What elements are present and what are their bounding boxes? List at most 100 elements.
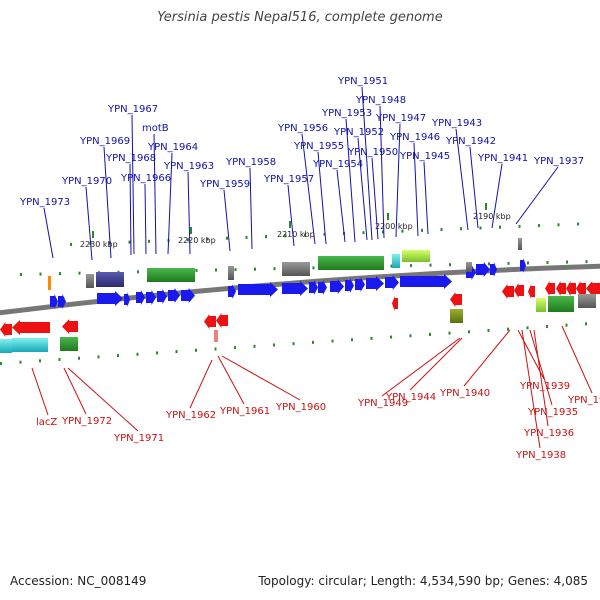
gene-label-top: YPN_1954 <box>312 159 363 170</box>
forward-gene-arrow <box>385 275 399 290</box>
bottom-tick <box>19 360 22 364</box>
scale-tick <box>387 213 389 220</box>
bottom-tick <box>78 356 80 360</box>
bottom-tick <box>468 330 470 334</box>
bottom-tick <box>448 331 451 335</box>
reverse-gene-arrow <box>576 281 586 296</box>
reverse-gene-arrow <box>528 284 535 299</box>
bottom-tick <box>565 323 568 327</box>
scale-label: 2200 kbp <box>375 222 413 231</box>
feature-block <box>318 256 384 270</box>
forward-gene-arrow <box>400 274 452 289</box>
gene-label-bottom: YPN_1971 <box>113 433 164 444</box>
reverse-gene-arrow <box>62 319 78 334</box>
bottom-tick <box>214 347 217 351</box>
bottom-tick <box>331 339 334 343</box>
gene-label-top: motB <box>142 123 169 134</box>
forward-gene-arrow <box>490 262 497 277</box>
forward-gene-arrow <box>309 280 318 295</box>
gene-leader-line <box>144 183 147 255</box>
far-top-tick <box>479 226 482 230</box>
scale-tick <box>485 203 487 210</box>
reverse-gene-arrow <box>204 314 216 329</box>
gene-label-bottom: YPN_1934 <box>567 395 600 406</box>
far-top-tick <box>148 239 150 243</box>
forward-gene-arrow <box>318 280 327 295</box>
gene-label-bottom: YPN_1949 <box>357 398 408 409</box>
gene-leader-line <box>395 123 401 238</box>
far-top-tick <box>323 232 326 236</box>
feature-block <box>12 338 48 352</box>
bottom-tick <box>97 355 100 359</box>
gene-leader-line <box>301 133 316 245</box>
gene-label-top: YPN_1952 <box>333 127 384 138</box>
forward-gene-arrow <box>520 258 526 273</box>
feature-block <box>147 268 195 282</box>
outer-top-tick <box>78 271 81 275</box>
reverse-gene-arrow <box>450 292 462 307</box>
gene-label-top: YPN_1969 <box>79 136 130 147</box>
gene-leader-line <box>67 367 139 432</box>
outer-top-tick <box>273 267 276 271</box>
gene-leader-line <box>345 118 356 243</box>
gene-leader-line <box>167 152 173 255</box>
gene-label-top: YPN_1937 <box>533 156 584 167</box>
gene-leader-line <box>515 166 559 225</box>
gene-leader-line <box>529 329 553 406</box>
far-top-tick <box>206 237 209 241</box>
gene-leader-line <box>85 186 93 261</box>
bottom-tick <box>156 351 158 355</box>
far-top-tick <box>440 228 443 232</box>
reverse-gene-arrow <box>392 296 398 311</box>
gene-label-top: YPN_1973 <box>19 197 70 208</box>
reverse-gene-arrow <box>0 322 12 337</box>
far-top-tick <box>245 235 248 239</box>
bottom-tick <box>312 340 314 344</box>
gene-leader-line <box>561 325 593 394</box>
gene-leader-line <box>223 189 231 252</box>
feature-block <box>548 296 574 312</box>
far-top-tick <box>499 225 501 229</box>
reverse-gene-arrow <box>556 281 566 296</box>
feature-block <box>450 309 463 323</box>
bottom-tick <box>585 322 587 326</box>
forward-gene-arrow <box>228 284 236 299</box>
gene-leader-line <box>153 133 157 255</box>
gene-label-bottom: YPN_1935 <box>527 407 578 418</box>
forward-gene-arrow <box>136 290 145 305</box>
gene-label-bottom: lacZ <box>36 417 57 428</box>
forward-gene-arrow <box>58 294 66 309</box>
feature-block <box>578 294 596 308</box>
reverse-gene-arrow <box>514 283 524 298</box>
far-top-tick <box>382 230 384 234</box>
gene-leader-line <box>521 329 541 449</box>
forward-gene-arrow <box>355 277 365 292</box>
outer-top-tick <box>39 272 42 276</box>
far-top-tick <box>304 233 306 237</box>
far-top-tick <box>265 235 267 239</box>
bottom-tick <box>273 343 275 347</box>
outer-top-tick <box>507 261 510 265</box>
gene-leader-line <box>221 355 301 401</box>
topology-label: Topology: circular; Length: 4,534,590 bp… <box>258 574 588 588</box>
far-top-tick <box>421 228 423 232</box>
bottom-tick <box>0 362 2 365</box>
outer-top-tick <box>312 266 315 270</box>
forward-gene-arrow <box>157 289 167 304</box>
forward-gene-arrow <box>50 294 58 309</box>
bottom-tick <box>175 350 178 354</box>
outer-top-tick <box>254 267 256 271</box>
gene-leader-line <box>371 157 379 240</box>
gene-leader-line <box>131 114 135 255</box>
reverse-gene-arrow <box>545 281 555 296</box>
gene-label-bottom: YPN_1972 <box>61 416 112 427</box>
gene-label-top: YPN_1970 <box>61 176 112 187</box>
gene-leader-line <box>409 337 463 391</box>
gene-label-bottom: YPN_1961 <box>219 406 270 417</box>
gene-leader-line <box>455 128 469 231</box>
gene-label-bottom: YPN_1939 <box>519 381 570 392</box>
feature-block <box>402 250 430 262</box>
scale-tick <box>289 221 291 228</box>
outer-top-tick <box>527 261 529 265</box>
